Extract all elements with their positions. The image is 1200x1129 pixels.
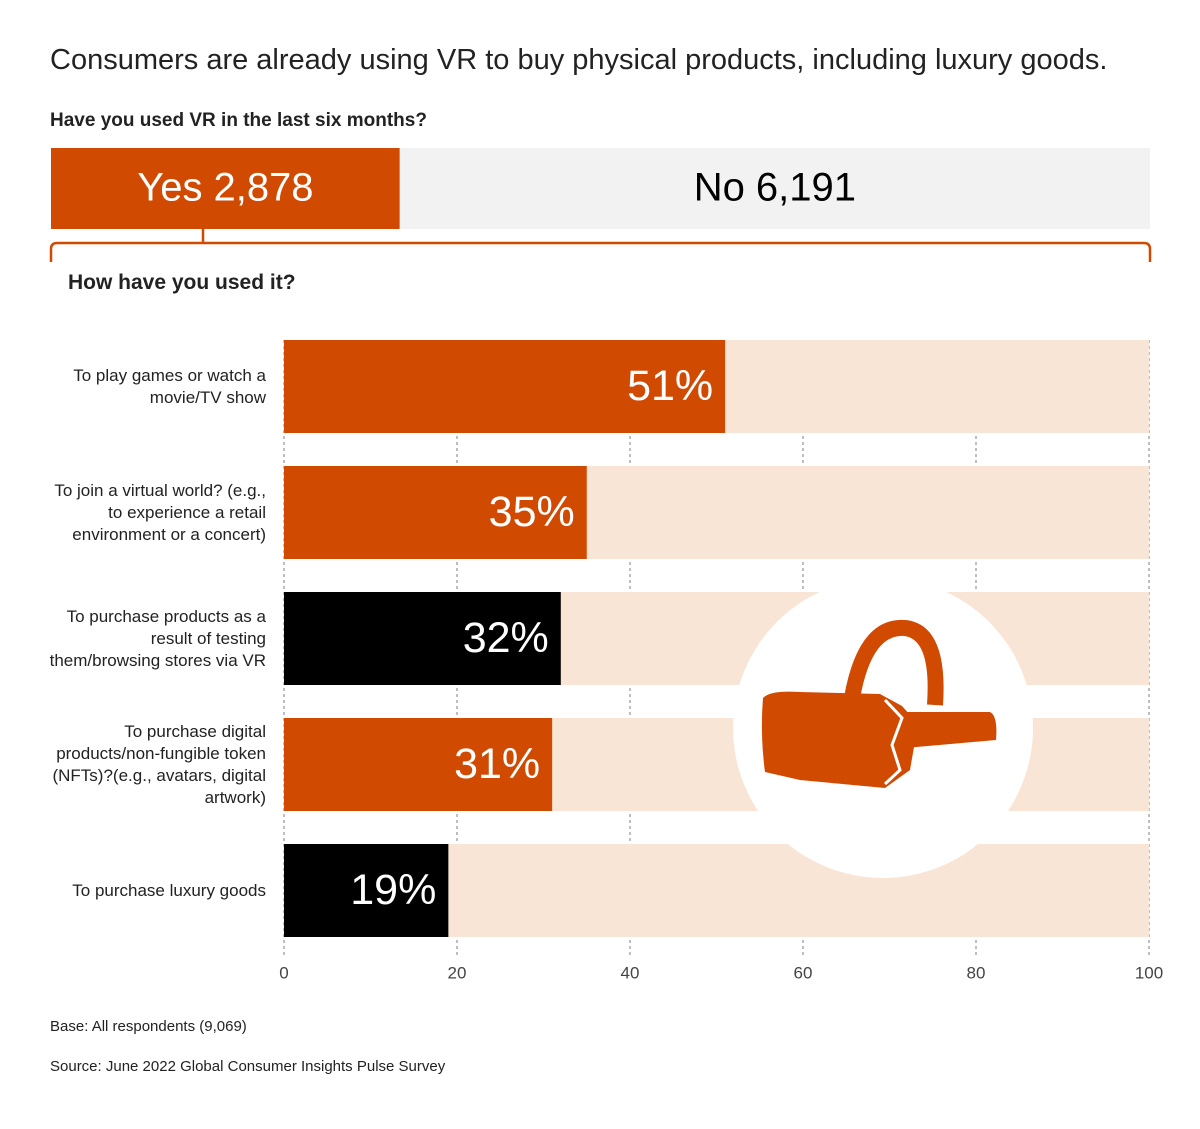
category-label: To play games or watch a movie/TV show (73, 365, 266, 407)
share-category: No (694, 165, 745, 209)
page-title: Consumers are already using VR to buy ph… (50, 44, 1108, 76)
x-tick-label: 20 (448, 963, 467, 982)
bracket (49, 229, 1152, 262)
bar-value-label: 35% (489, 488, 575, 536)
category-label: To purchase products as a result of test… (49, 606, 266, 670)
bar-value-label: 19% (350, 866, 436, 914)
share-segment (51, 148, 400, 229)
x-tick-label: 60 (794, 963, 813, 982)
share-value: 2,878 (213, 165, 313, 209)
vr-icon (733, 578, 1033, 878)
bar-value-label: 51% (627, 362, 713, 410)
bar (284, 466, 587, 559)
share-category: Yes (137, 165, 202, 209)
share-segment (399, 148, 1150, 229)
x-tick-label: 0 (279, 963, 288, 982)
x-tick-label: 80 (967, 963, 986, 982)
chart-title: How have you used it? (68, 271, 296, 294)
share-label: No 6,191 (694, 165, 856, 209)
bar (284, 592, 561, 685)
category-label: To purchase luxury goods (72, 880, 266, 900)
bar-value-label: 31% (454, 740, 540, 788)
bar (284, 340, 726, 433)
x-tick-label: 40 (621, 963, 640, 982)
x-tick-label: 100 (1135, 963, 1163, 982)
bar (284, 718, 553, 811)
share-value: 6,191 (756, 165, 856, 209)
share-label: Yes 2,878 (137, 165, 313, 209)
bar-value-label: 32% (463, 614, 549, 662)
category-label: To join a virtual world? (e.g., to exper… (54, 480, 266, 544)
question: Have you used VR in the last six months? (50, 110, 427, 131)
note: Source: June 2022 Global Consumer Insigh… (50, 1058, 446, 1075)
note: Base: All respondents (9,069) (50, 1018, 247, 1035)
category-label: To purchase digital products/non-fungibl… (52, 721, 266, 807)
bar (284, 844, 449, 937)
